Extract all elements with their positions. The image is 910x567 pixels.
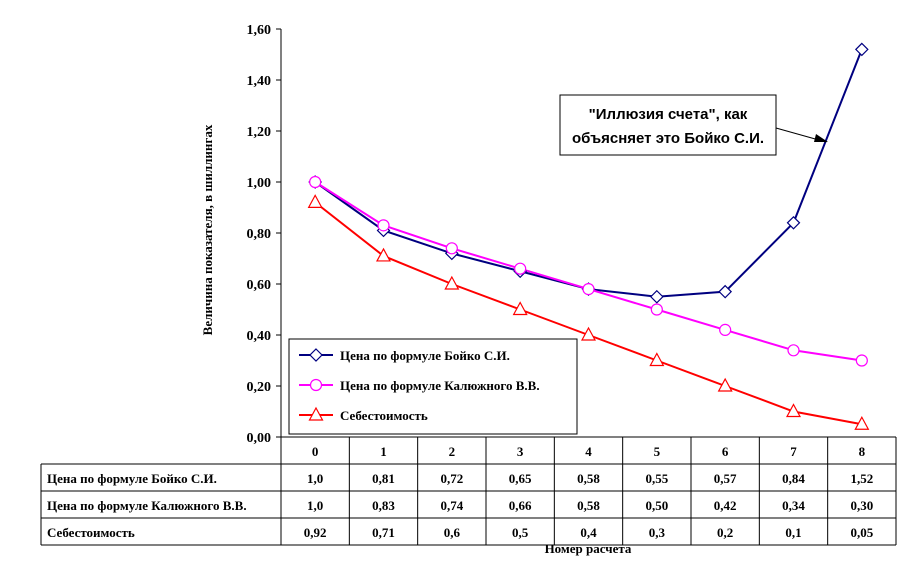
y-tick-label: 1,20 (247, 125, 272, 140)
legend-label-1: Цена по формуле Калюжного В.В. (340, 378, 540, 393)
x-tick-label: 1 (380, 444, 387, 459)
series-1-point (309, 175, 322, 189)
series-2-point (375, 247, 392, 262)
series-2-point (649, 352, 665, 367)
series-1-point (514, 262, 527, 275)
series-0-point (649, 289, 664, 304)
data-label: 1,52 (850, 471, 873, 486)
data-label: 0,72 (440, 471, 463, 486)
legend: Цена по формуле Бойко С.И. Цена по формул… (288, 338, 578, 435)
series-1-point (582, 283, 595, 296)
annotation-box (559, 94, 777, 156)
annotation-arrow-head (814, 134, 828, 142)
data-label: 0,58 (577, 471, 600, 486)
y-tick-label: 0,20 (247, 380, 272, 395)
data-label: 0,1 (785, 525, 801, 540)
legend-marker-2 (308, 406, 324, 421)
series-1-point (377, 219, 390, 232)
y-tick-label: 0,40 (247, 329, 272, 344)
series-1-point (719, 323, 732, 336)
data-label: 0,2 (717, 525, 733, 540)
x-tick-label: 2 (449, 444, 456, 459)
x-axis-label: Номер расчета (545, 541, 632, 556)
series-1-point (650, 303, 663, 316)
series-2-point (580, 326, 597, 341)
series-2-point (512, 301, 528, 316)
series-1-point (445, 242, 458, 255)
x-tick-label: 0 (312, 444, 319, 459)
data-label: 0,83 (372, 498, 395, 513)
x-tick-label: 6 (722, 444, 729, 459)
data-label: 0,3 (649, 525, 666, 540)
series-0-point (854, 42, 869, 57)
y-axis: 0,00 0,20 0,40 0,60 0,80 1,00 1,20 1,40 1,60 (247, 23, 281, 446)
x-tick-label: 4 (585, 444, 592, 459)
data-label: 0,4 (580, 525, 597, 540)
series-1-point (787, 344, 800, 357)
data-label: 0,71 (372, 525, 395, 540)
legend-label-2: Себестоимость (340, 408, 428, 423)
y-tick-label: 0,00 (247, 431, 272, 446)
data-label: 0,57 (714, 471, 737, 486)
data-label: 0,42 (714, 498, 737, 513)
legend-label-0: Цена по формуле Бойко С.И. (340, 348, 510, 363)
data-label: 0,6 (444, 525, 461, 540)
data-label: 0,92 (304, 525, 327, 540)
x-tick-label: 7 (790, 444, 797, 459)
table-row-label: Себестоимость (47, 525, 135, 540)
series-line-0 (314, 49, 863, 298)
y-tick-label: 0,60 (247, 278, 272, 293)
annotation-line-2: объясняет это Бойко С.И. (572, 130, 764, 147)
data-label: 0,5 (512, 525, 529, 540)
legend-marker-1 (309, 378, 323, 392)
series-2-point (307, 194, 323, 208)
data-label: 0,84 (782, 471, 805, 486)
x-tick-label: 5 (654, 444, 661, 459)
annotation-line-1: "Иллюзия счета", как (589, 106, 748, 123)
annotation: "Иллюзия счета", как объясняет это Бойко… (559, 94, 828, 156)
series-2-point (785, 403, 802, 418)
series-2-point (444, 275, 460, 290)
data-table: 0 1 2 3 4 5 6 7 8 Цена по формуле Бойко С.И. 1,0 0,… (40, 437, 897, 546)
table-row-label: Цена по формуле Калюжного В.В. (47, 498, 247, 513)
series-group (307, 42, 870, 430)
data-label: 0,05 (850, 525, 873, 540)
data-label: 0,34 (782, 498, 805, 513)
y-tick-label: 0,80 (247, 227, 272, 242)
y-tick-label: 1,40 (247, 74, 272, 89)
series-1-point (855, 354, 868, 367)
data-label: 0,58 (577, 498, 600, 513)
legend-marker-0 (309, 348, 323, 362)
x-tick-label: 8 (859, 444, 866, 459)
series-2-point (854, 415, 870, 430)
table-row-label: Цена по формуле Бойко С.И. (47, 471, 217, 486)
y-axis-label: Величина показателя, в шиллингах (200, 124, 215, 335)
series-2-point (717, 377, 733, 392)
data-label: 0,50 (645, 498, 668, 513)
data-label: 0,65 (509, 471, 532, 486)
data-label: 1,0 (307, 471, 323, 486)
y-tick-label: 1,60 (247, 23, 272, 38)
legend-box (288, 338, 578, 435)
data-label: 0,74 (440, 498, 463, 513)
series-0-point (786, 215, 801, 230)
series-0-point (718, 284, 733, 299)
data-label: 0,81 (372, 471, 395, 486)
data-label: 0,66 (509, 498, 532, 513)
data-label: 1,0 (307, 498, 323, 513)
x-tick-label: 3 (517, 444, 524, 459)
data-label: 0,55 (645, 471, 668, 486)
data-label: 0,30 (850, 498, 873, 513)
y-tick-label: 1,00 (247, 176, 272, 191)
